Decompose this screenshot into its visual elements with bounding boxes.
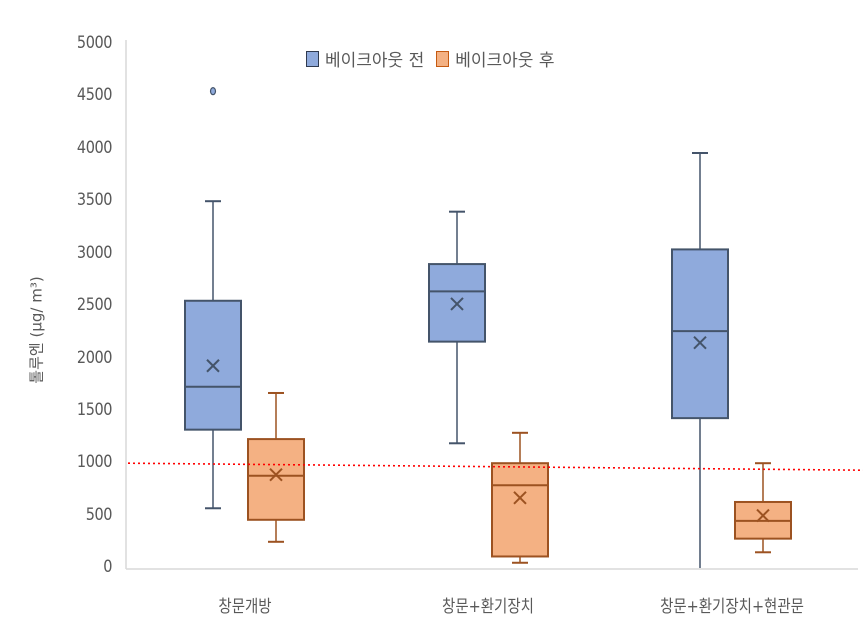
legend-swatch-orange-icon — [436, 50, 450, 67]
y-axis-title: 톨루엔 (μg/ m³) — [27, 276, 46, 384]
mean-marker-icon — [206, 359, 220, 373]
y-tick-label: 500 — [85, 505, 113, 525]
y-tick-label: 5000 — [76, 33, 113, 53]
mean-marker-icon — [513, 491, 527, 505]
y-tick-label: 3500 — [76, 190, 113, 210]
x-category-label: 창문+환기장치 — [442, 597, 534, 617]
x-category-label: 창문+환기장치+현관문 — [660, 597, 804, 617]
box-iqr — [491, 462, 549, 558]
y-tick-label: 1500 — [76, 400, 113, 420]
outlier-point — [209, 87, 217, 96]
x-category-label: 창문개방 — [218, 597, 272, 617]
mean-marker-icon — [756, 508, 770, 523]
legend-item-after: 베이크아웃 후 — [436, 46, 555, 71]
box-iqr — [184, 299, 242, 431]
y-tick-label: 4500 — [76, 85, 113, 105]
legend-item-before: 베이크아웃 전 — [306, 46, 424, 71]
legend-label-before: 베이크아웃 전 — [325, 51, 425, 71]
mean-marker-icon — [450, 297, 464, 311]
y-tick-label: 4000 — [76, 138, 113, 158]
box-iqr — [671, 248, 729, 420]
chart-legend: 베이크아웃 전 베이크아웃 후 — [306, 46, 555, 71]
y-tick-label: 0 — [103, 557, 112, 577]
y-tick-label: 3000 — [76, 243, 113, 263]
box-iqr — [247, 438, 305, 521]
y-tick-label: 1000 — [76, 452, 113, 472]
legend-swatch-blue-icon — [306, 50, 319, 67]
mean-marker-icon — [693, 335, 707, 350]
mean-marker-icon — [269, 468, 283, 482]
legend-label-after: 베이크아웃 후 — [455, 51, 555, 71]
y-tick-label: 2000 — [76, 348, 113, 368]
y-tick-label: 2500 — [76, 295, 113, 315]
